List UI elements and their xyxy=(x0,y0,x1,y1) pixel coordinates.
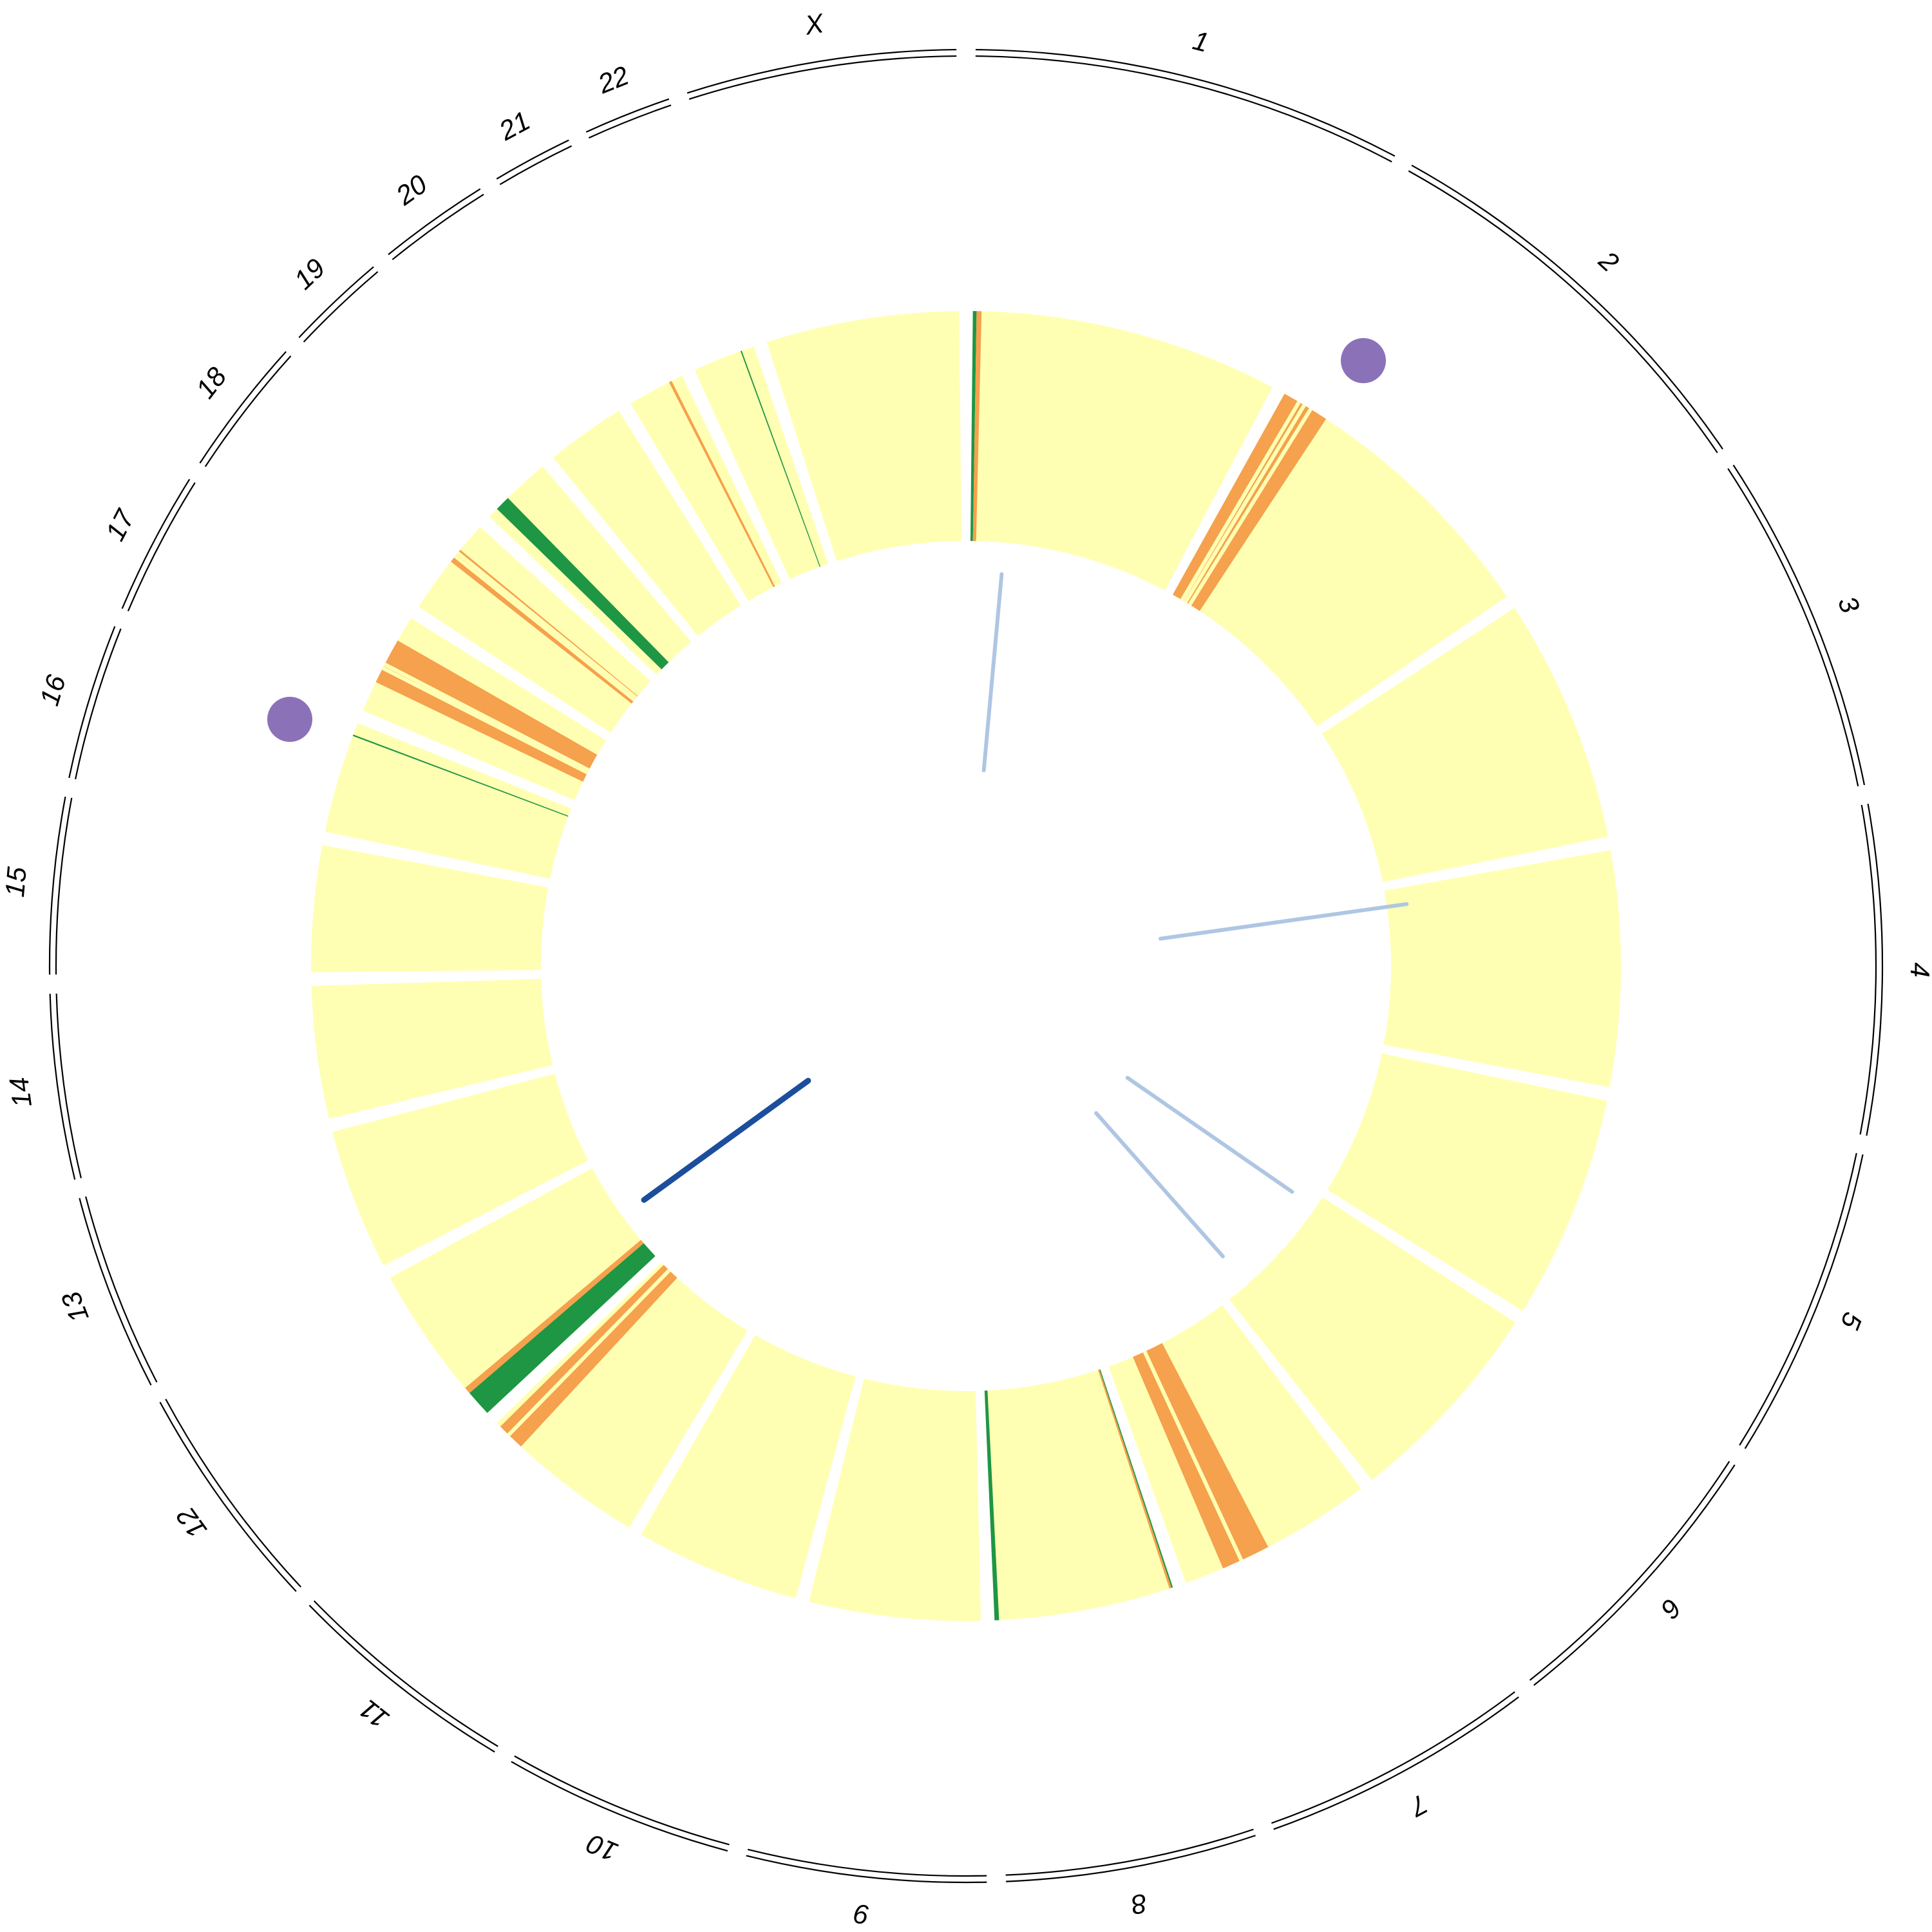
svg-text:4: 4 xyxy=(1905,962,1932,978)
svg-text:14: 14 xyxy=(3,1075,37,1110)
svg-text:15: 15 xyxy=(0,866,32,898)
